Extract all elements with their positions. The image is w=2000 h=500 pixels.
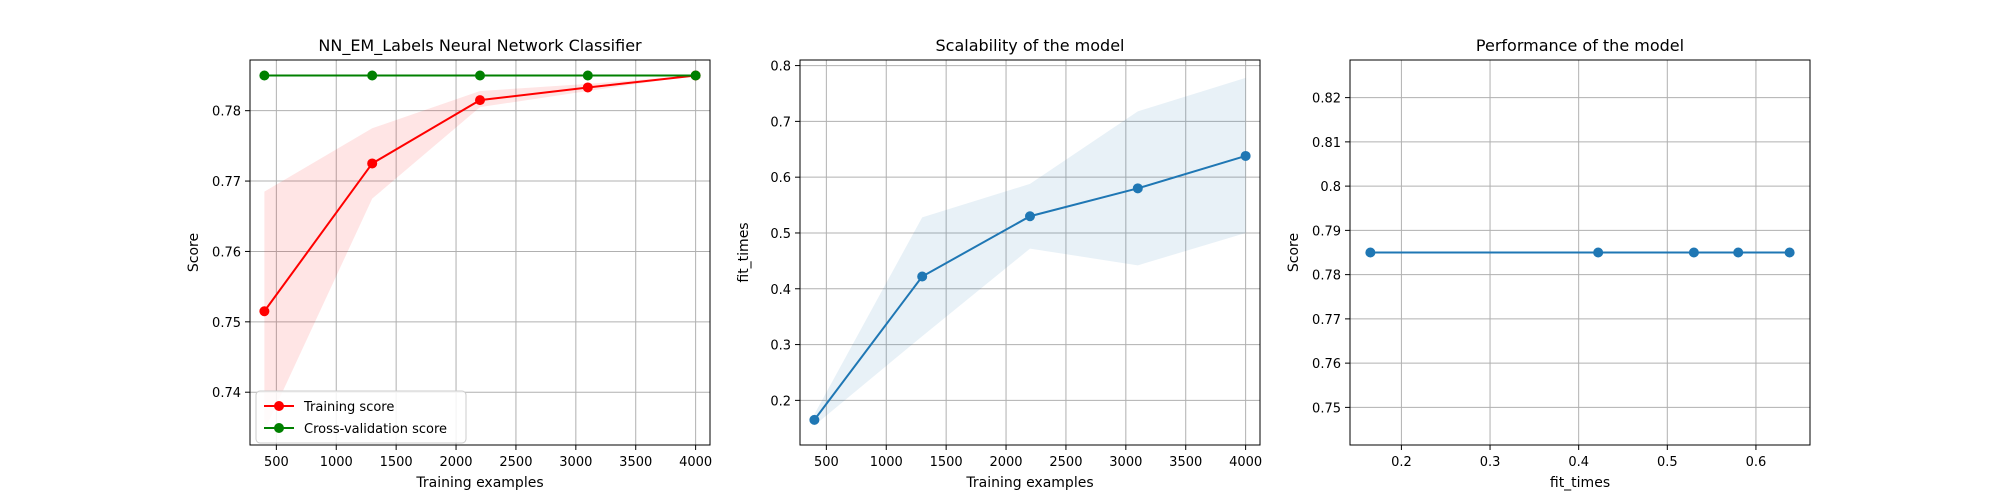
y-tick-label: 0.77 xyxy=(1312,313,1341,328)
x-axis-label: fit_times xyxy=(1550,475,1610,491)
y-tick-label: 0.2 xyxy=(770,394,791,409)
x-tick-label: 1000 xyxy=(870,455,903,470)
chart-title: NN_EM_Labels Neural Network Classifier xyxy=(318,36,642,56)
data-point xyxy=(1784,247,1795,258)
axes-frame xyxy=(799,59,1261,446)
x-tick-label: 0.6 xyxy=(1746,455,1767,470)
data-point xyxy=(582,70,593,81)
y-tick-label: 0.74 xyxy=(212,386,241,401)
y-tick-label: 0.3 xyxy=(770,339,791,354)
data-point xyxy=(582,82,593,93)
chart-1: 500 1000 1500 2000 2500 3000 3500 4000 0.74 0.75 0… xyxy=(186,36,712,491)
y-tick-label: 0.76 xyxy=(212,245,241,260)
data-point xyxy=(1593,247,1604,258)
x-tick-label: 3500 xyxy=(619,455,652,470)
x-tick-label: 0.4 xyxy=(1568,455,1589,470)
x-tick-label: 2500 xyxy=(1049,455,1082,470)
y-tick-label: 0.75 xyxy=(1312,401,1341,416)
x-tick-label: 1500 xyxy=(380,455,413,470)
y-tick-label: 0.76 xyxy=(1312,357,1341,372)
x-axis-label: Training examples xyxy=(965,475,1093,491)
data-point xyxy=(1733,247,1744,258)
x-tick-label: 3000 xyxy=(1109,455,1142,470)
y-tick-label: 0.78 xyxy=(212,105,241,120)
y-tick-label: 0.75 xyxy=(212,316,241,331)
data-point xyxy=(690,70,701,81)
x-tick-label: 3500 xyxy=(1169,455,1202,470)
x-tick-label: 0.3 xyxy=(1480,455,1501,470)
y-tick-label: 0.8 xyxy=(770,60,791,75)
legend-marker xyxy=(274,401,284,411)
x-tick-label: 1500 xyxy=(930,455,963,470)
legend-label: Training score xyxy=(303,400,394,415)
x-tick-label: 2500 xyxy=(499,455,532,470)
x-tick-label: 4000 xyxy=(679,455,712,470)
y-axis-label: fit_times xyxy=(736,222,752,282)
y-axis-label: Score xyxy=(1286,233,1302,272)
y-tick-label: 0.77 xyxy=(212,175,241,190)
x-tick-label: 2000 xyxy=(439,455,472,470)
x-tick-label: 500 xyxy=(264,455,289,470)
data-point xyxy=(475,70,485,81)
y-tick-label: 0.81 xyxy=(1312,136,1341,151)
data-point xyxy=(809,414,820,425)
y-tick-label: 0.79 xyxy=(1312,224,1341,239)
x-axis-label: Training examples xyxy=(415,475,543,491)
x-tick-label: 1000 xyxy=(320,455,353,470)
x-tick-label: 0.5 xyxy=(1657,455,1678,470)
chart-title: Performance of the model xyxy=(1476,36,1684,55)
chart-2: 500 1000 1500 2000 2500 3000 3500 4000 0.2 0.3 0.4… xyxy=(736,36,1262,491)
y-tick-label: 0.5 xyxy=(770,227,791,242)
x-tick-label: 2000 xyxy=(989,455,1022,470)
data-point xyxy=(1025,211,1035,222)
x-tick-label: 0.2 xyxy=(1391,455,1412,470)
axes-frame xyxy=(249,59,711,446)
data-point xyxy=(917,271,928,282)
x-tick-label: 3000 xyxy=(559,455,592,470)
data-point xyxy=(1365,247,1376,258)
data-point xyxy=(259,70,270,81)
y-tick-label: 0.4 xyxy=(770,283,791,298)
data-point xyxy=(259,306,270,317)
chart-title: Scalability of the model xyxy=(936,36,1125,55)
x-tick-label: 4000 xyxy=(1229,455,1262,470)
y-tick-label: 0.78 xyxy=(1312,269,1341,284)
confidence-band xyxy=(814,77,1246,426)
legend-box xyxy=(255,390,467,444)
data-point xyxy=(1132,183,1143,194)
y-tick-label: 0.8 xyxy=(1320,180,1341,195)
legend-marker xyxy=(274,423,284,433)
y-tick-label: 0.7 xyxy=(770,115,791,130)
data-point xyxy=(475,95,485,106)
data-point xyxy=(1688,247,1699,258)
data-point xyxy=(367,70,378,81)
data-point xyxy=(1240,150,1251,161)
data-point xyxy=(367,158,378,169)
chart-3: 0.2 0.3 0.4 0.5 0.6 0.75 0.76 0.77 0.78 0.79 0.8 0.… xyxy=(1286,36,1811,491)
legend: Training score Cross-validation score xyxy=(255,390,467,444)
y-tick-label: 0.6 xyxy=(770,171,791,186)
axes-frame xyxy=(1349,59,1811,446)
x-tick-label: 500 xyxy=(814,455,839,470)
confidence-band xyxy=(264,75,696,431)
y-tick-label: 0.82 xyxy=(1312,92,1341,107)
legend-label: Cross-validation score xyxy=(304,422,447,437)
y-axis-label: Score xyxy=(186,233,202,272)
